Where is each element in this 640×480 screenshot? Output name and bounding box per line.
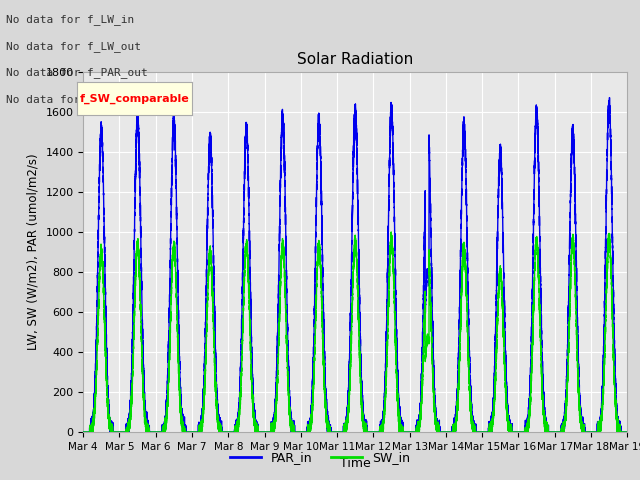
X-axis label: Time: Time [340, 457, 371, 470]
Text: f_SW_comparable: f_SW_comparable [79, 93, 189, 104]
Y-axis label: LW, SW (W/m2), PAR (umol/m2/s): LW, SW (W/m2), PAR (umol/m2/s) [27, 154, 40, 350]
Text: No data for f_LW_out: No data for f_LW_out [6, 41, 141, 52]
Title: Solar Radiation: Solar Radiation [297, 52, 413, 67]
Text: No data for f_SW_out: No data for f_SW_out [6, 94, 141, 105]
Legend: PAR_in, SW_in: PAR_in, SW_in [225, 446, 415, 469]
Text: No data for f_LW_in: No data for f_LW_in [6, 14, 134, 25]
Text: No data for f_PAR_out: No data for f_PAR_out [6, 67, 148, 78]
